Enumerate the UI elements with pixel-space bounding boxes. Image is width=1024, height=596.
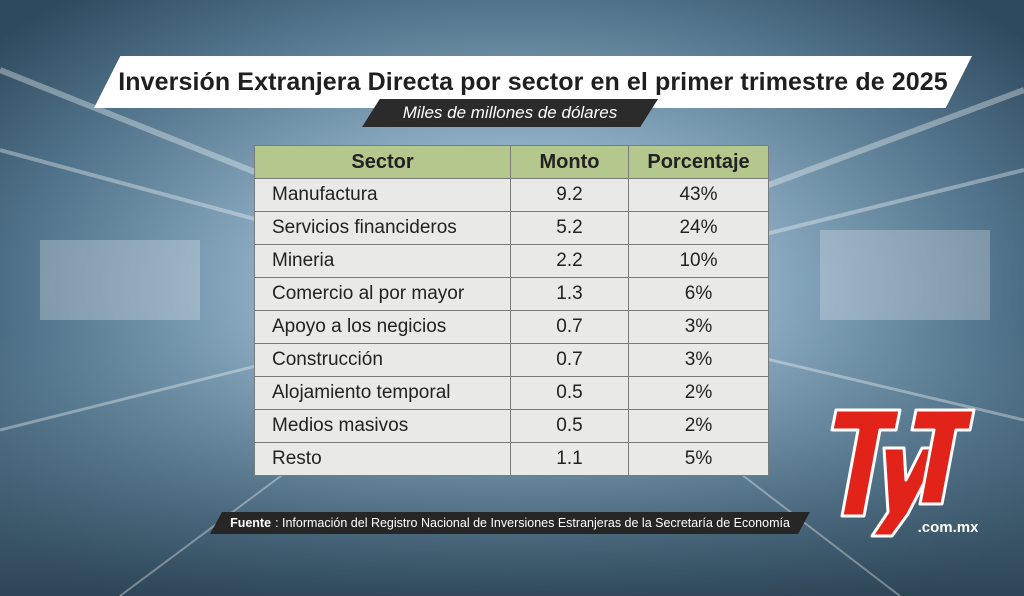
cell-porcentaje: 2%	[628, 409, 769, 443]
table-row: Servicios financideros 5.2 24%	[254, 211, 769, 245]
cell-monto: 1.1	[510, 442, 629, 476]
source-note: Fuente: Información del Registro Naciona…	[210, 512, 810, 534]
cell-monto: 0.5	[510, 376, 629, 410]
cell-porcentaje: 24%	[628, 211, 769, 245]
cell-porcentaje: 5%	[628, 442, 769, 476]
cell-sector: Construcción	[254, 343, 511, 377]
cell-porcentaje: 6%	[628, 277, 769, 311]
header-sector: Sector	[254, 145, 511, 179]
cell-monto: 0.7	[510, 343, 629, 377]
cell-porcentaje: 3%	[628, 343, 769, 377]
chart-title: Inversión Extranjera Directa por sector …	[118, 67, 948, 96]
subtitle-banner: Miles de millones de dólares	[362, 99, 658, 127]
cell-sector: Medios masivos	[254, 409, 511, 443]
cell-sector: Manufactura	[254, 178, 511, 212]
table-header-row: Sector Monto Porcentaje	[254, 145, 769, 179]
table-row: Medios masivos 0.5 2%	[254, 409, 769, 443]
table-row: Apoyo a los negicios 0.7 3%	[254, 310, 769, 344]
chart-subtitle: Miles de millones de dólares	[402, 103, 618, 122]
tyt-logo: .com.mx	[830, 408, 978, 538]
cell-sector: Mineria	[254, 244, 511, 278]
cell-porcentaje: 2%	[628, 376, 769, 410]
cell-monto: 2.2	[510, 244, 629, 278]
logo-domain: .com.mx	[918, 519, 978, 536]
cell-monto: 9.2	[510, 178, 629, 212]
cell-monto: 0.7	[510, 310, 629, 344]
source-text: : Información del Registro Nacional de I…	[275, 516, 790, 530]
cell-monto: 1.3	[510, 277, 629, 311]
cell-sector: Apoyo a los negicios	[254, 310, 511, 344]
cell-porcentaje: 10%	[628, 244, 769, 278]
cell-porcentaje: 43%	[628, 178, 769, 212]
table-row: Comercio al por mayor 1.3 6%	[254, 277, 769, 311]
cell-sector: Servicios financideros	[254, 211, 511, 245]
table-row: Mineria 2.2 10%	[254, 244, 769, 278]
header-porcentaje: Porcentaje	[628, 145, 769, 179]
cell-sector: Alojamiento temporal	[254, 376, 511, 410]
data-table: Sector Monto Porcentaje Manufactura 9.2 …	[254, 145, 769, 476]
table-row: Resto 1.1 5%	[254, 442, 769, 476]
table-row: Construcción 0.7 3%	[254, 343, 769, 377]
cell-monto: 0.5	[510, 409, 629, 443]
table-row: Manufactura 9.2 43%	[254, 178, 769, 212]
source-label: Fuente	[230, 516, 272, 530]
cell-monto: 5.2	[510, 211, 629, 245]
header-monto: Monto	[510, 145, 629, 179]
cell-porcentaje: 3%	[628, 310, 769, 344]
cell-sector: Comercio al por mayor	[254, 277, 511, 311]
cell-sector: Resto	[254, 442, 511, 476]
table-row: Alojamiento temporal 0.5 2%	[254, 376, 769, 410]
